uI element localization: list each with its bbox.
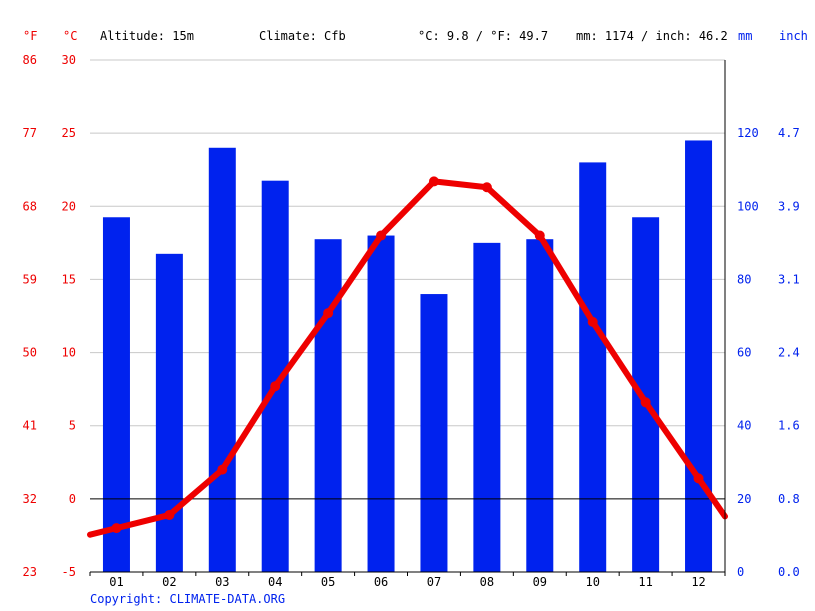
month-tick-label: 02	[162, 575, 176, 589]
temperature-point	[270, 381, 281, 392]
mm-tick-label: 0	[737, 565, 744, 579]
mm-tick-label: 120	[737, 126, 759, 140]
temperature-point	[376, 230, 387, 241]
fahrenheit-tick-label: 86	[23, 53, 37, 67]
fahrenheit-tick-label: 23	[23, 565, 37, 579]
temperature-point	[534, 230, 545, 241]
celsius-tick-label: 25	[62, 126, 76, 140]
fahrenheit-tick-label: 77	[23, 126, 37, 140]
precipitation-bar	[632, 217, 660, 572]
celsius-tick-label: 15	[62, 272, 76, 286]
month-tick-label: 10	[585, 575, 599, 589]
temperature-point	[640, 397, 651, 408]
fahrenheit-tick-label: 32	[23, 492, 37, 506]
temperature-point	[693, 473, 704, 484]
celsius-tick-label: 10	[62, 346, 76, 360]
celsius-tick-label: 0	[69, 492, 76, 506]
celsius-tick-label: 30	[62, 53, 76, 67]
axes	[89, 60, 726, 576]
mm-tick-label: 20	[737, 492, 751, 506]
celsius-unit-label: °C	[63, 29, 77, 43]
mm-tick-label: 100	[737, 199, 759, 213]
celsius-tick-label: 20	[62, 199, 76, 213]
temperature-line-path	[87, 178, 728, 538]
month-tick-label: 06	[374, 575, 388, 589]
mm-tick-label: 40	[737, 419, 751, 433]
precipitation-bar	[420, 294, 448, 572]
grid-lines	[90, 59, 725, 573]
inch-tick-label: 1.6	[778, 419, 800, 433]
fahrenheit-unit-label: °F	[23, 29, 37, 43]
temperature-point	[111, 523, 122, 534]
inch-tick-label: 3.1	[778, 272, 800, 286]
month-tick-label: 01	[109, 575, 123, 589]
temperature-line	[87, 176, 728, 538]
precipitation-bars	[102, 140, 713, 573]
month-tick-label: 09	[533, 575, 547, 589]
fahrenheit-tick-label: 50	[23, 346, 37, 360]
average-temperature-label: °C: 9.8 / °F: 49.7	[418, 29, 548, 43]
month-tick-label: 07	[427, 575, 441, 589]
month-tick-label: 12	[691, 575, 705, 589]
mm-tick-label: 80	[737, 272, 751, 286]
month-tick-label: 05	[321, 575, 335, 589]
inch-tick-label: 0.0	[778, 565, 800, 579]
inch-unit-label: inch	[779, 29, 808, 43]
inch-tick-label: 4.7	[778, 126, 800, 140]
celsius-tick-label: -5	[62, 565, 76, 579]
month-tick-label: 03	[215, 575, 229, 589]
climate-label: Climate: Cfb	[259, 29, 346, 43]
month-tick-label: 11	[638, 575, 652, 589]
fahrenheit-tick-label: 59	[23, 272, 37, 286]
precipitation-bar	[526, 239, 554, 572]
altitude-label: Altitude: 15m	[100, 29, 194, 43]
precipitation-bar	[314, 239, 342, 572]
inch-tick-label: 3.9	[778, 199, 800, 213]
month-tick-label: 04	[268, 575, 282, 589]
copyright-label: Copyright: CLIMATE-DATA.ORG	[90, 592, 285, 606]
temperature-point	[428, 176, 439, 187]
temperature-point	[323, 308, 334, 319]
month-tick-label: 08	[480, 575, 494, 589]
fahrenheit-tick-label: 68	[23, 199, 37, 213]
temperature-point	[587, 316, 598, 327]
precipitation-bar	[102, 217, 130, 572]
precipitation-bar	[685, 140, 713, 572]
precipitation-bar	[473, 242, 501, 572]
fahrenheit-tick-label: 41	[23, 419, 37, 433]
celsius-tick-label: 5	[69, 419, 76, 433]
temperature-point	[481, 182, 492, 193]
precipitation-bar	[155, 253, 183, 573]
temperature-point	[217, 464, 228, 475]
inch-tick-label: 0.8	[778, 492, 800, 506]
precipitation-bar	[579, 162, 607, 572]
tick-labels: -5 23 0 32 5 41 10 50 15 59 20 68 25 77 30 86 0 0.0 20 0.8 4…	[23, 53, 800, 589]
mm-tick-label: 60	[737, 346, 751, 360]
precipitation-bar	[208, 147, 236, 572]
mm-unit-label: mm	[738, 29, 752, 43]
inch-tick-label: 2.4	[778, 346, 800, 360]
precipitation-bar	[367, 235, 395, 573]
temperature-point	[164, 509, 175, 520]
precipitation-total-label: mm: 1174 / inch: 46.2	[576, 29, 728, 43]
